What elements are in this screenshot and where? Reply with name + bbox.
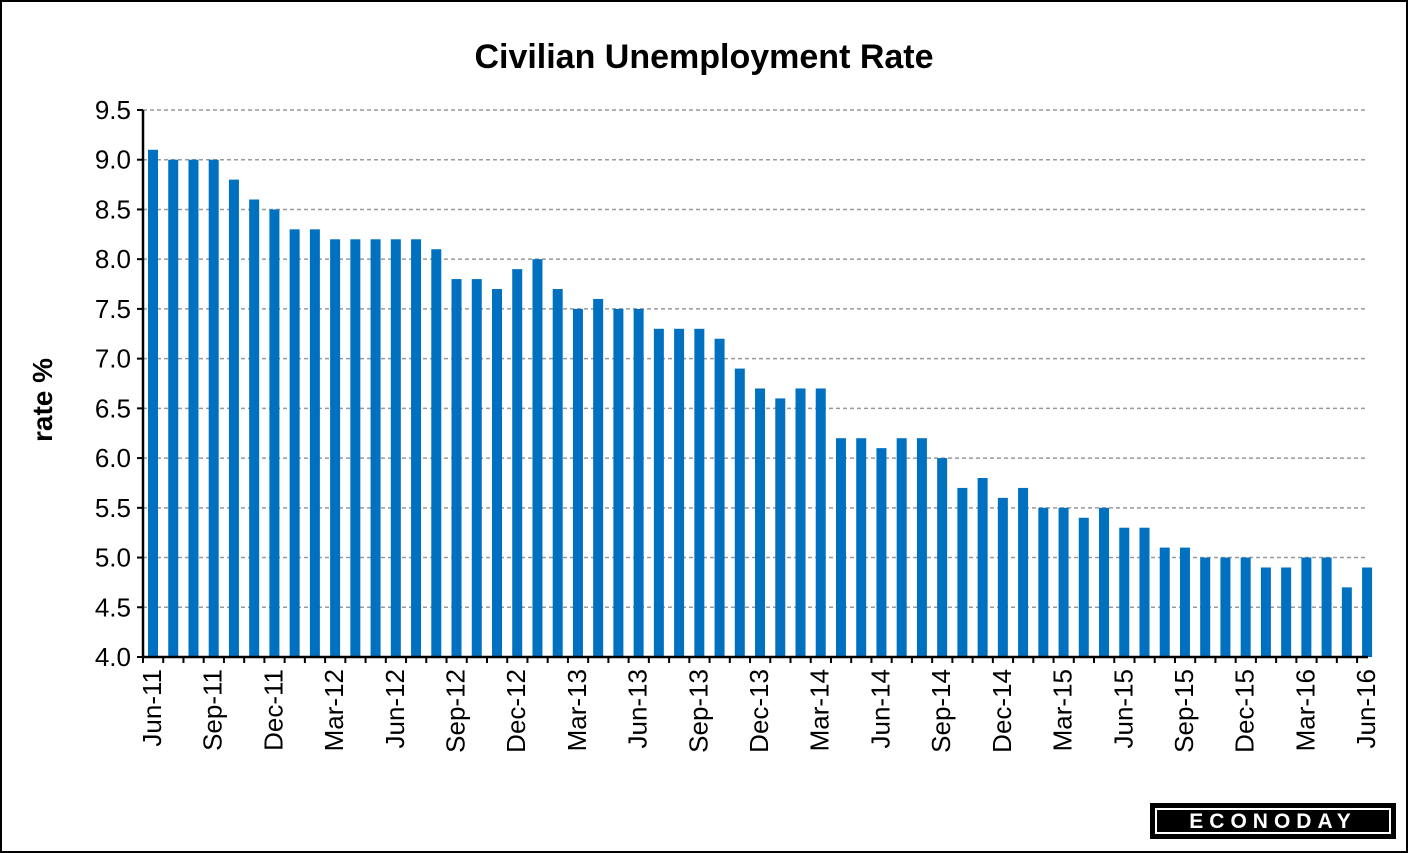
bar: [249, 199, 260, 657]
x-tick-label: Sep-12: [441, 669, 471, 753]
bar: [188, 159, 199, 657]
bar: [390, 239, 401, 658]
y-tick-label: 6.5: [95, 393, 131, 423]
x-tick-label: Jun-13: [623, 669, 653, 749]
x-tick-label: Dec-14: [987, 669, 1017, 753]
bar: [775, 398, 786, 657]
bar: [1099, 507, 1110, 657]
bar: [1139, 527, 1150, 657]
bar: [228, 179, 239, 658]
bar: [1038, 507, 1049, 657]
x-tick-label: Sep-14: [926, 669, 956, 753]
x-tick-label: Sep-15: [1169, 669, 1199, 753]
bar: [613, 308, 624, 657]
bar: [694, 328, 705, 657]
y-tick-label: 4.0: [95, 642, 131, 672]
bar: [411, 239, 422, 658]
bar: [1362, 567, 1373, 657]
x-tick-label: Jun-15: [1108, 669, 1138, 749]
bar: [1220, 557, 1231, 657]
bar: [937, 458, 948, 657]
bar: [957, 487, 968, 657]
bar: [835, 438, 846, 657]
bar: [977, 477, 988, 657]
x-tick-label: Sep-13: [683, 669, 713, 753]
bar: [370, 239, 381, 658]
bar: [633, 308, 644, 657]
bar: [1200, 557, 1211, 657]
bar: [1179, 547, 1190, 657]
x-tick-label: Jun-16: [1351, 669, 1381, 749]
y-tick-label: 5.5: [95, 493, 131, 523]
x-tick-label: Sep-11: [198, 669, 228, 751]
x-tick-label: Dec-15: [1230, 669, 1260, 753]
bar: [552, 289, 563, 657]
bar: [916, 438, 927, 657]
bar: [1018, 487, 1029, 657]
x-tick-label: Jun-12: [380, 669, 410, 749]
bar: [896, 438, 907, 657]
bar: [856, 438, 867, 657]
x-tick-label: Jun-11: [137, 669, 167, 747]
bar: [795, 388, 806, 657]
bar: [208, 159, 219, 657]
bar: [1078, 517, 1089, 657]
bar: [1341, 587, 1352, 657]
bar: [674, 328, 685, 657]
bar: [330, 239, 341, 658]
bar: [471, 279, 482, 657]
bar: [572, 308, 583, 657]
bar: [1159, 547, 1170, 657]
econoday-logo: ECONODAY: [1150, 803, 1396, 839]
bar: [289, 229, 300, 657]
bar: [815, 388, 826, 657]
y-tick-label: 7.5: [95, 294, 131, 324]
chart-title: Civilian Unemployment Rate: [474, 38, 934, 76]
bar: [269, 209, 280, 658]
y-tick-label: 9.0: [95, 145, 131, 175]
bar: [714, 338, 725, 657]
x-tick-label: Mar-13: [562, 669, 592, 751]
econoday-logo-text: ECONODAY: [1155, 808, 1391, 834]
bar: [309, 229, 320, 657]
bar: [1119, 527, 1130, 657]
bar: [512, 269, 523, 657]
x-tick-label: Mar-16: [1290, 669, 1320, 751]
y-tick-label: 9.5: [95, 95, 131, 125]
bar: [1260, 567, 1271, 657]
x-tick-label: Mar-14: [805, 669, 835, 751]
x-tick-label: Mar-15: [1048, 669, 1078, 751]
y-tick-label: 7.0: [95, 344, 131, 374]
bar: [734, 368, 745, 657]
x-tick-label: Dec-12: [501, 669, 531, 753]
y-tick-label: 8.0: [95, 244, 131, 274]
bar: [168, 159, 179, 657]
y-tick-label: 4.5: [95, 592, 131, 622]
bar: [350, 239, 361, 658]
bar: [997, 497, 1008, 657]
bar: [451, 279, 462, 657]
bar: [491, 289, 502, 657]
bar: [1281, 567, 1292, 657]
x-tick-label: Jun-14: [865, 669, 895, 749]
x-tick-label: Dec-13: [744, 669, 774, 753]
bar: [755, 388, 766, 657]
x-tick-label: Dec-11: [258, 669, 288, 751]
bar: [1240, 557, 1251, 657]
bar: [876, 448, 887, 657]
y-tick-label: 6.0: [95, 443, 131, 473]
bar: [653, 328, 664, 657]
bar: [532, 259, 543, 657]
x-tick-label: Mar-12: [319, 669, 349, 751]
bar: [1321, 557, 1332, 657]
y-tick-label: 5.0: [95, 543, 131, 573]
bar: [593, 298, 604, 657]
y-tick-label: 8.5: [95, 194, 131, 224]
bar: [1301, 557, 1312, 657]
bar: [431, 249, 442, 657]
bar: [148, 149, 158, 658]
bar: [1058, 507, 1069, 657]
